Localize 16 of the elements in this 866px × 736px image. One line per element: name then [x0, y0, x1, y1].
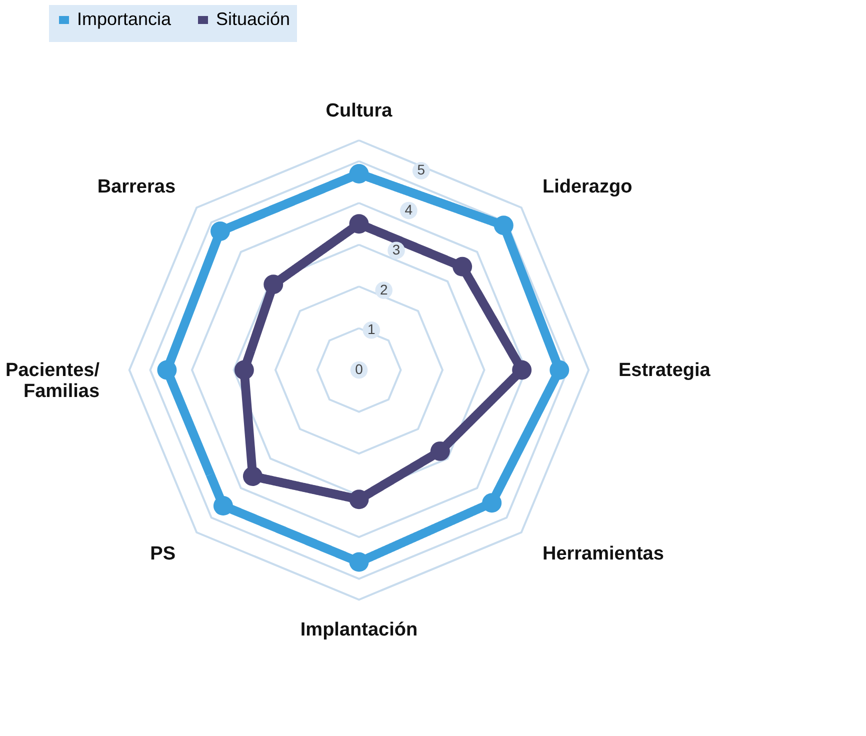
y-tick-label: 5	[417, 162, 426, 178]
spoke-label: Pacientes/ Familias	[6, 360, 100, 402]
spoke-label: Estrategia	[618, 360, 711, 381]
legend-label: Importancia	[77, 9, 172, 29]
spoke-label: Barreras	[97, 176, 176, 198]
spoke-label: Cultura	[326, 100, 393, 122]
y-tick-label: 1	[368, 321, 376, 338]
y-tick-label: 0	[355, 361, 364, 377]
spoke-label: Liderazgo	[542, 176, 632, 198]
y-tick-label: 2	[380, 281, 388, 298]
spoke-label: Herramientas	[542, 543, 664, 564]
legend-label: Situación	[216, 9, 290, 29]
y-tick-label: 4	[404, 202, 413, 218]
y-tick-label: 3	[392, 241, 400, 258]
spoke-label: Implantación	[300, 619, 418, 640]
spoke-label: PS	[150, 543, 176, 564]
